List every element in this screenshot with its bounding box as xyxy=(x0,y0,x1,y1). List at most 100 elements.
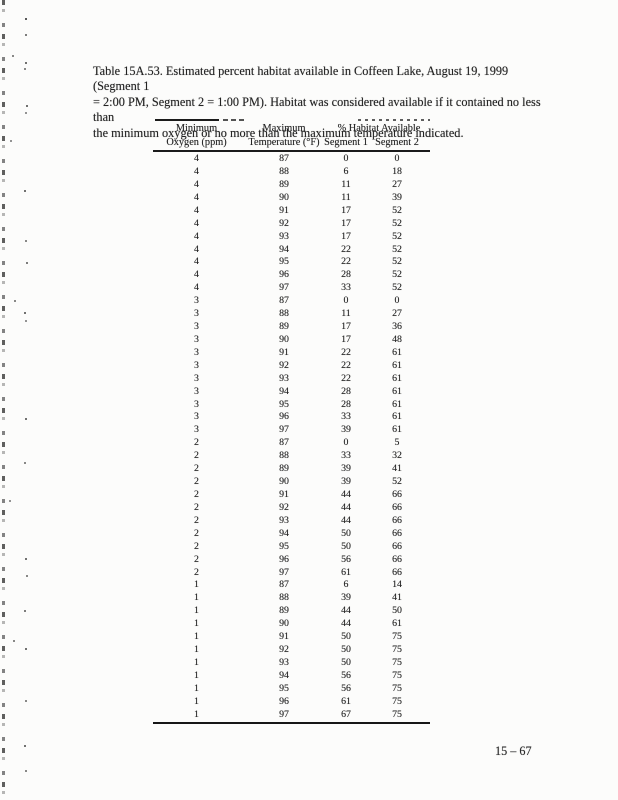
cell-segment1: 6 xyxy=(343,165,349,177)
cell-segment1: 0 xyxy=(343,295,349,307)
cell-oxygen: 4 xyxy=(194,165,199,177)
cell-temperature: 97 xyxy=(279,282,289,294)
cell-oxygen: 3 xyxy=(194,385,199,397)
cell-segment2: 52 xyxy=(392,230,402,242)
cell-temperature: 93 xyxy=(279,657,289,668)
cell-oxygen: 4 xyxy=(194,256,199,268)
table-row: 4 97 33 52 xyxy=(153,281,430,294)
table-row: 1 89 44 50 xyxy=(153,604,430,617)
cell-segment2: 66 xyxy=(392,553,402,565)
cell-oxygen: 4 xyxy=(194,243,199,255)
cell-segment1: 56 xyxy=(341,669,351,681)
cell-temperature: 94 xyxy=(279,527,289,539)
cell-temperature: 87 xyxy=(279,579,289,591)
cell-oxygen: 3 xyxy=(194,411,199,423)
cell-oxygen: 4 xyxy=(194,217,199,229)
cell-temperature: 87 xyxy=(279,295,289,307)
table-row: 2 97 61 66 xyxy=(153,566,430,579)
cell-temperature: 92 xyxy=(279,644,289,656)
cell-oxygen: 2 xyxy=(194,527,199,539)
cell-oxygen: 3 xyxy=(194,359,199,371)
cell-oxygen: 2 xyxy=(194,476,199,488)
cell-segment1: 28 xyxy=(341,269,351,281)
cell-oxygen: 4 xyxy=(194,282,199,294)
cell-segment1: 17 xyxy=(341,321,351,333)
cell-oxygen: 1 xyxy=(194,605,199,617)
cell-segment1: 50 xyxy=(341,631,351,643)
table-body: 4 87 0 0 4 88 6 18 4 89 11 27 4 90 11 39… xyxy=(153,152,430,721)
cell-segment1: 56 xyxy=(341,553,351,565)
cell-oxygen: 4 xyxy=(194,191,199,203)
cell-segment1: 22 xyxy=(341,372,351,384)
cell-oxygen: 2 xyxy=(194,437,199,449)
header-row-1: Minimum Maximum % Habitat Available xyxy=(153,122,430,136)
cell-segment2: 66 xyxy=(392,527,402,539)
cell-oxygen: 1 xyxy=(194,669,199,681)
cell-segment2: 66 xyxy=(392,501,402,513)
caption-line-3: the minimum oxygen or no more than the m… xyxy=(93,125,464,140)
cell-segment2: 75 xyxy=(392,695,402,707)
cell-oxygen: 1 xyxy=(194,644,199,656)
cell-segment1: 33 xyxy=(341,411,351,423)
table-row: 4 96 28 52 xyxy=(153,268,430,281)
table-row: 1 91 50 75 xyxy=(153,630,430,643)
cell-segment2: 61 xyxy=(392,398,402,410)
cell-segment2: 66 xyxy=(392,540,402,552)
cell-segment2: 52 xyxy=(392,282,402,294)
cell-segment2: 18 xyxy=(392,165,402,177)
cell-segment1: 28 xyxy=(341,398,351,410)
cell-segment1: 44 xyxy=(341,605,351,617)
table-top-rule xyxy=(153,119,430,121)
cell-temperature: 89 xyxy=(279,605,289,617)
cell-segment2: 66 xyxy=(392,566,402,578)
cell-oxygen: 1 xyxy=(194,695,199,707)
table-row: 2 87 0 5 xyxy=(153,436,430,449)
cell-segment1: 44 xyxy=(341,501,351,513)
cell-oxygen: 1 xyxy=(194,618,199,630)
table-row: 1 94 56 75 xyxy=(153,669,430,682)
table-row: 2 95 50 66 xyxy=(153,540,430,553)
cell-temperature: 94 xyxy=(279,243,289,255)
table-row: 3 95 28 61 xyxy=(153,398,430,411)
cell-temperature: 92 xyxy=(279,359,289,371)
cell-temperature: 88 xyxy=(279,450,289,462)
cell-segment1: 44 xyxy=(341,618,351,630)
cell-temperature: 93 xyxy=(279,514,289,526)
cell-segment2: 0 xyxy=(394,295,400,307)
table-row: 1 88 39 41 xyxy=(153,591,430,604)
cell-segment2: 0 xyxy=(394,153,400,165)
cell-oxygen: 4 xyxy=(194,153,199,165)
cell-segment1: 67 xyxy=(341,708,351,720)
cell-segment2: 52 xyxy=(392,269,402,281)
cell-segment2: 52 xyxy=(392,204,402,216)
cell-segment1: 17 xyxy=(341,204,351,216)
table-row: 2 94 50 66 xyxy=(153,527,430,540)
cell-segment2: 36 xyxy=(392,321,402,333)
header-segment-2: Segment 2 xyxy=(375,136,419,148)
table-row: 2 96 56 66 xyxy=(153,553,430,566)
cell-oxygen: 3 xyxy=(194,346,199,358)
caption-line-1: Table 15A.53. Estimated percent habitat … xyxy=(93,64,509,94)
table-row: 3 87 0 0 xyxy=(153,294,430,307)
table-row: 2 91 44 66 xyxy=(153,488,430,501)
cell-oxygen: 4 xyxy=(194,178,199,190)
header-rule xyxy=(153,150,430,152)
cell-segment2: 66 xyxy=(392,514,402,526)
table-row: 2 88 33 32 xyxy=(153,449,430,462)
cell-segment1: 39 xyxy=(341,592,351,604)
caption-line-2: = 2:00 PM, Segment 2 = 1:00 PM). Habitat… xyxy=(93,94,541,125)
cell-segment1: 6 xyxy=(343,579,349,591)
table-row: 2 92 44 66 xyxy=(153,501,430,514)
cell-temperature: 87 xyxy=(279,153,289,165)
cell-segment2: 61 xyxy=(392,411,402,423)
cell-segment2: 75 xyxy=(392,669,402,681)
cell-segment2: 52 xyxy=(392,256,402,268)
cell-segment2: 75 xyxy=(392,682,402,694)
cell-temperature: 93 xyxy=(279,230,289,242)
cell-segment2: 14 xyxy=(392,579,402,591)
cell-temperature: 94 xyxy=(279,385,289,397)
table-row: 3 88 11 27 xyxy=(153,307,430,320)
cell-segment2: 61 xyxy=(392,385,402,397)
cell-segment2: 39 xyxy=(392,191,402,203)
